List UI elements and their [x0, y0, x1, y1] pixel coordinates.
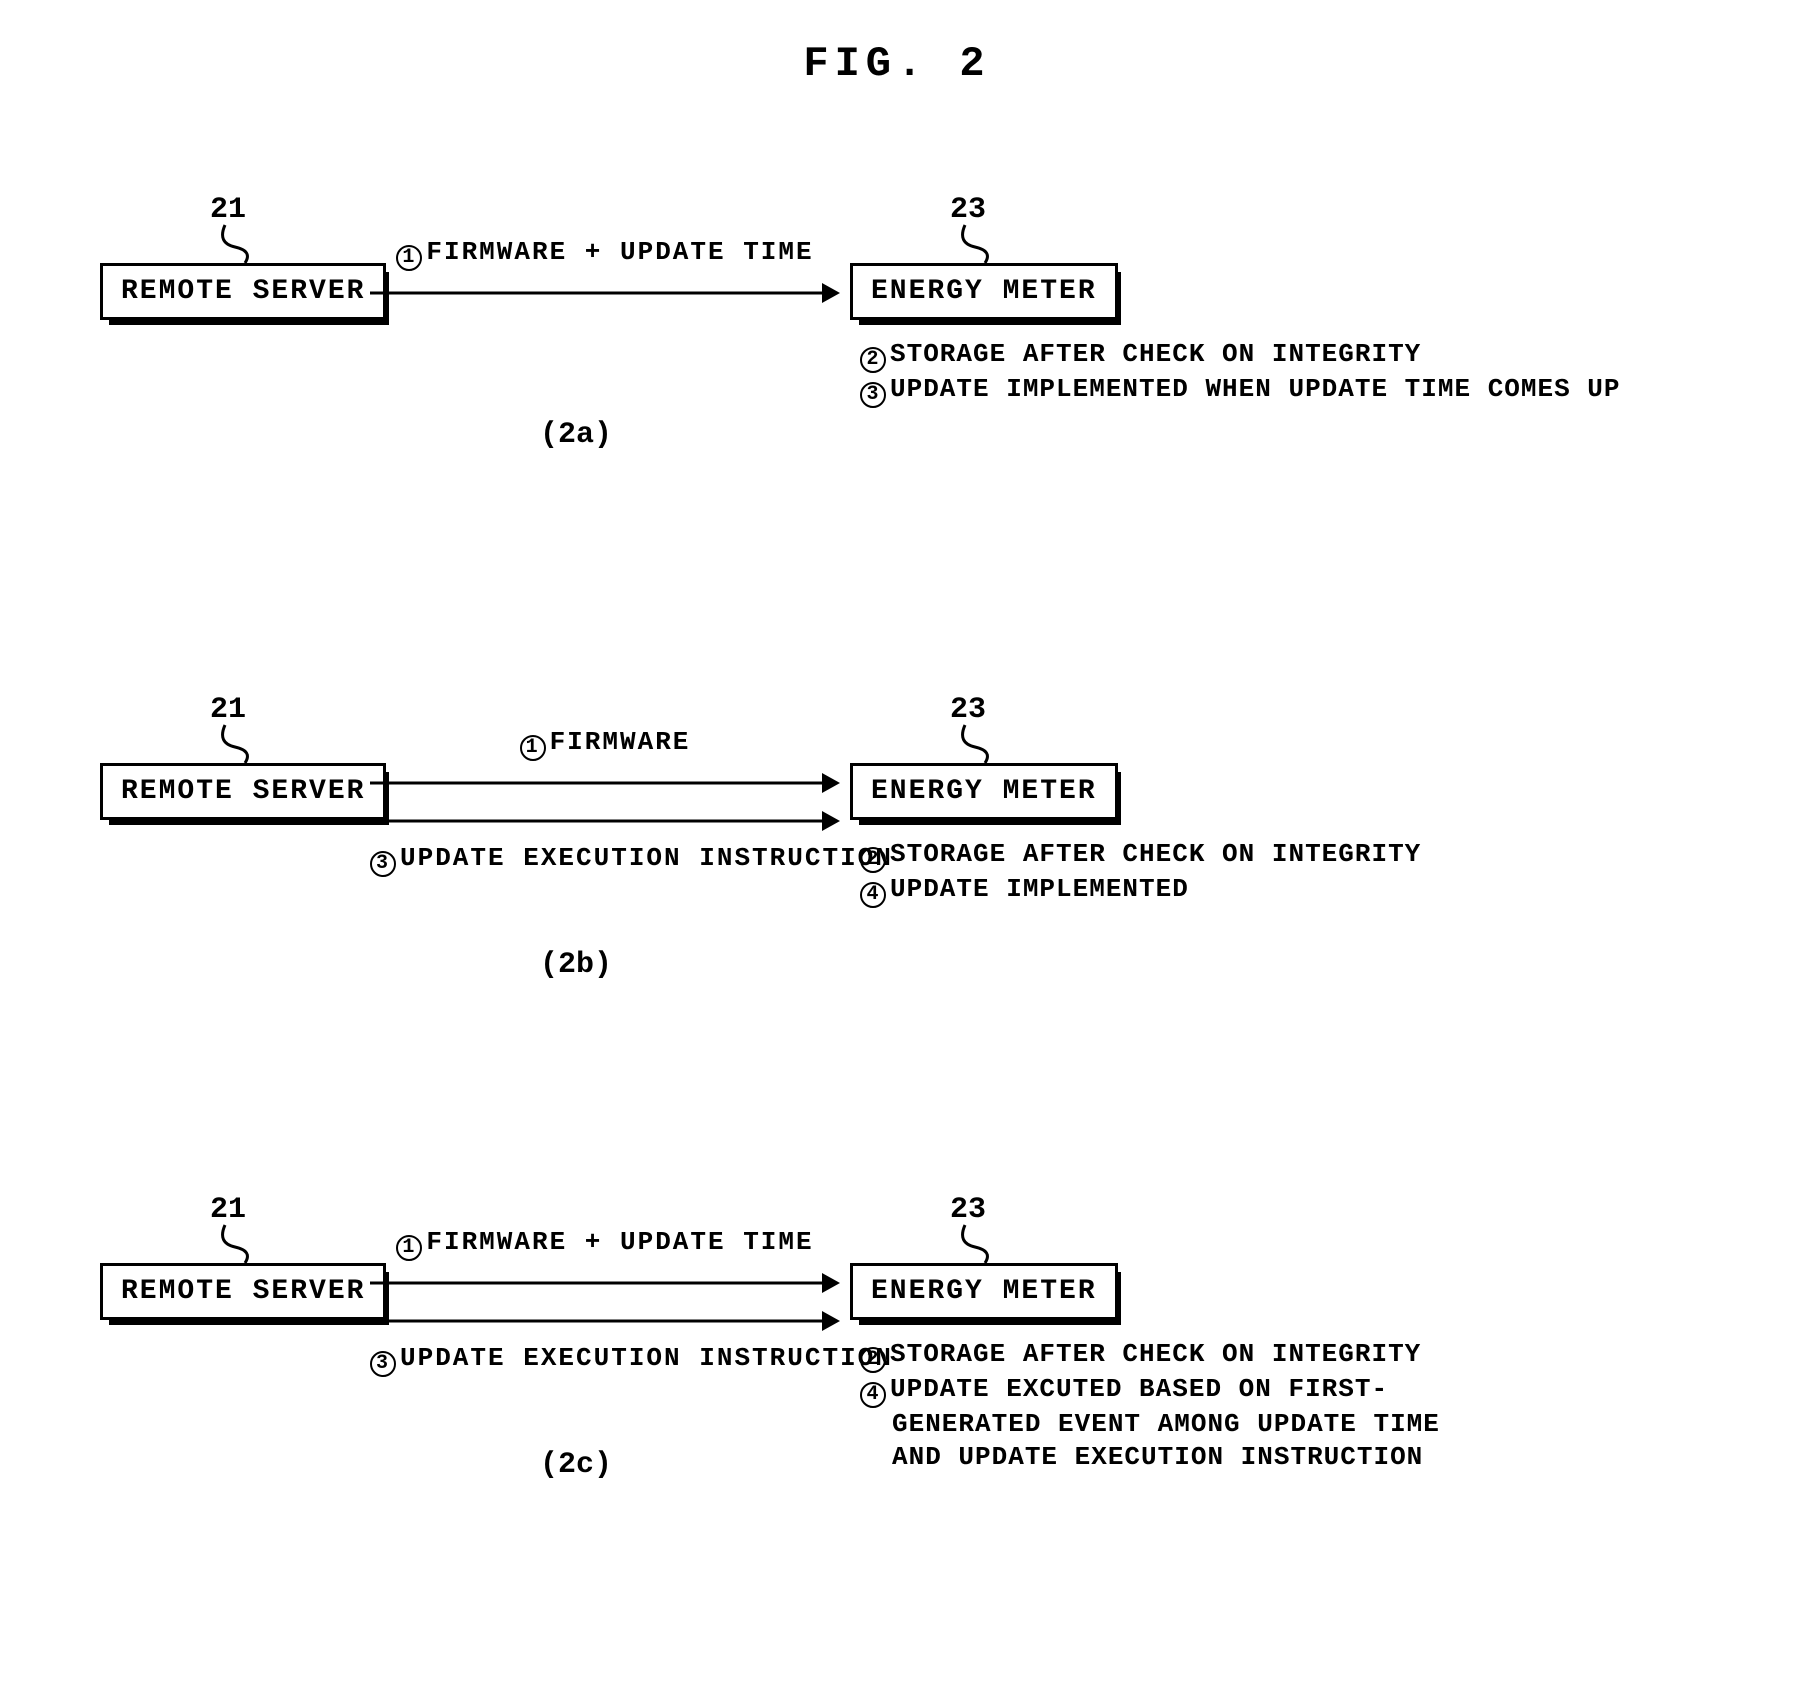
energy-meter-box: ENERGY METER — [850, 1263, 1118, 1320]
arrow-label: 1FIRMWARE — [370, 727, 840, 761]
ref-label: 23 — [950, 693, 986, 727]
remote-server-box: REMOTE SERVER — [100, 1263, 386, 1320]
ref-label: 23 — [950, 1193, 986, 1227]
panel-2c: REMOTE SERVER 21 ENERGY METER 23 1FIRMWARE +… — [40, 1168, 1754, 1528]
energy-meter-box: ENERGY METER — [850, 763, 1118, 820]
note-line: 2STORAGE AFTER CHECK ON INTEGRITY — [860, 1338, 1440, 1373]
lead-line — [955, 723, 995, 763]
remote-server-box: REMOTE SERVER — [100, 263, 386, 320]
note-line: 2STORAGE AFTER CHECK ON INTEGRITY — [860, 838, 1421, 873]
figure-title: FIG. 2 — [40, 40, 1754, 88]
lead-line — [215, 723, 255, 763]
panel-label: (2b) — [540, 948, 612, 982]
arrow: 1FIRMWARE + UPDATE TIME — [370, 273, 840, 313]
notes-block: 2STORAGE AFTER CHECK ON INTEGRITY3UPDATE… — [860, 338, 1621, 408]
arrow: 1FIRMWARE — [370, 763, 840, 803]
lead-line — [955, 1223, 995, 1263]
ref-label: 23 — [950, 193, 986, 227]
ref-label: 21 — [210, 1193, 246, 1227]
lead-line — [215, 1223, 255, 1263]
energy-meter-box: ENERGY METER — [850, 263, 1118, 320]
arrow-label: 3UPDATE EXECUTION INSTRUCTION — [370, 1343, 840, 1377]
arrow: 1FIRMWARE + UPDATE TIME — [370, 1263, 840, 1303]
diagram-container: REMOTE SERVER 21 ENERGY METER 23 1FIRMWARE +… — [40, 168, 1754, 1528]
arrow-label: 1FIRMWARE + UPDATE TIME — [370, 1227, 840, 1261]
lead-line — [215, 223, 255, 263]
arrow: 3UPDATE EXECUTION INSTRUCTION — [370, 1301, 840, 1341]
notes-block: 2STORAGE AFTER CHECK ON INTEGRITY4UPDATE… — [860, 1338, 1440, 1473]
note-line: AND UPDATE EXECUTION INSTRUCTION — [860, 1441, 1440, 1474]
panel-label: (2c) — [540, 1448, 612, 1482]
remote-server-box: REMOTE SERVER — [100, 763, 386, 820]
note-line: GENERATED EVENT AMONG UPDATE TIME — [860, 1408, 1440, 1441]
arrow-label: 1FIRMWARE + UPDATE TIME — [370, 237, 840, 271]
note-line: 2STORAGE AFTER CHECK ON INTEGRITY — [860, 338, 1621, 373]
note-line: 3UPDATE IMPLEMENTED WHEN UPDATE TIME COM… — [860, 373, 1621, 408]
note-line: 4UPDATE IMPLEMENTED — [860, 873, 1421, 908]
ref-label: 21 — [210, 193, 246, 227]
panel-label: (2a) — [540, 418, 612, 452]
notes-block: 2STORAGE AFTER CHECK ON INTEGRITY4UPDATE… — [860, 838, 1421, 908]
note-line: 4UPDATE EXCUTED BASED ON FIRST- — [860, 1373, 1440, 1408]
ref-label: 21 — [210, 693, 246, 727]
lead-line — [955, 223, 995, 263]
panel-2b: REMOTE SERVER21ENERGY METER231FIRMWARE3U… — [40, 668, 1754, 1028]
arrow-label: 3UPDATE EXECUTION INSTRUCTION — [370, 843, 840, 877]
arrow: 3UPDATE EXECUTION INSTRUCTION — [370, 801, 840, 841]
panel-2a: REMOTE SERVER 21 ENERGY METER 23 1FIRMWARE +… — [40, 168, 1754, 528]
